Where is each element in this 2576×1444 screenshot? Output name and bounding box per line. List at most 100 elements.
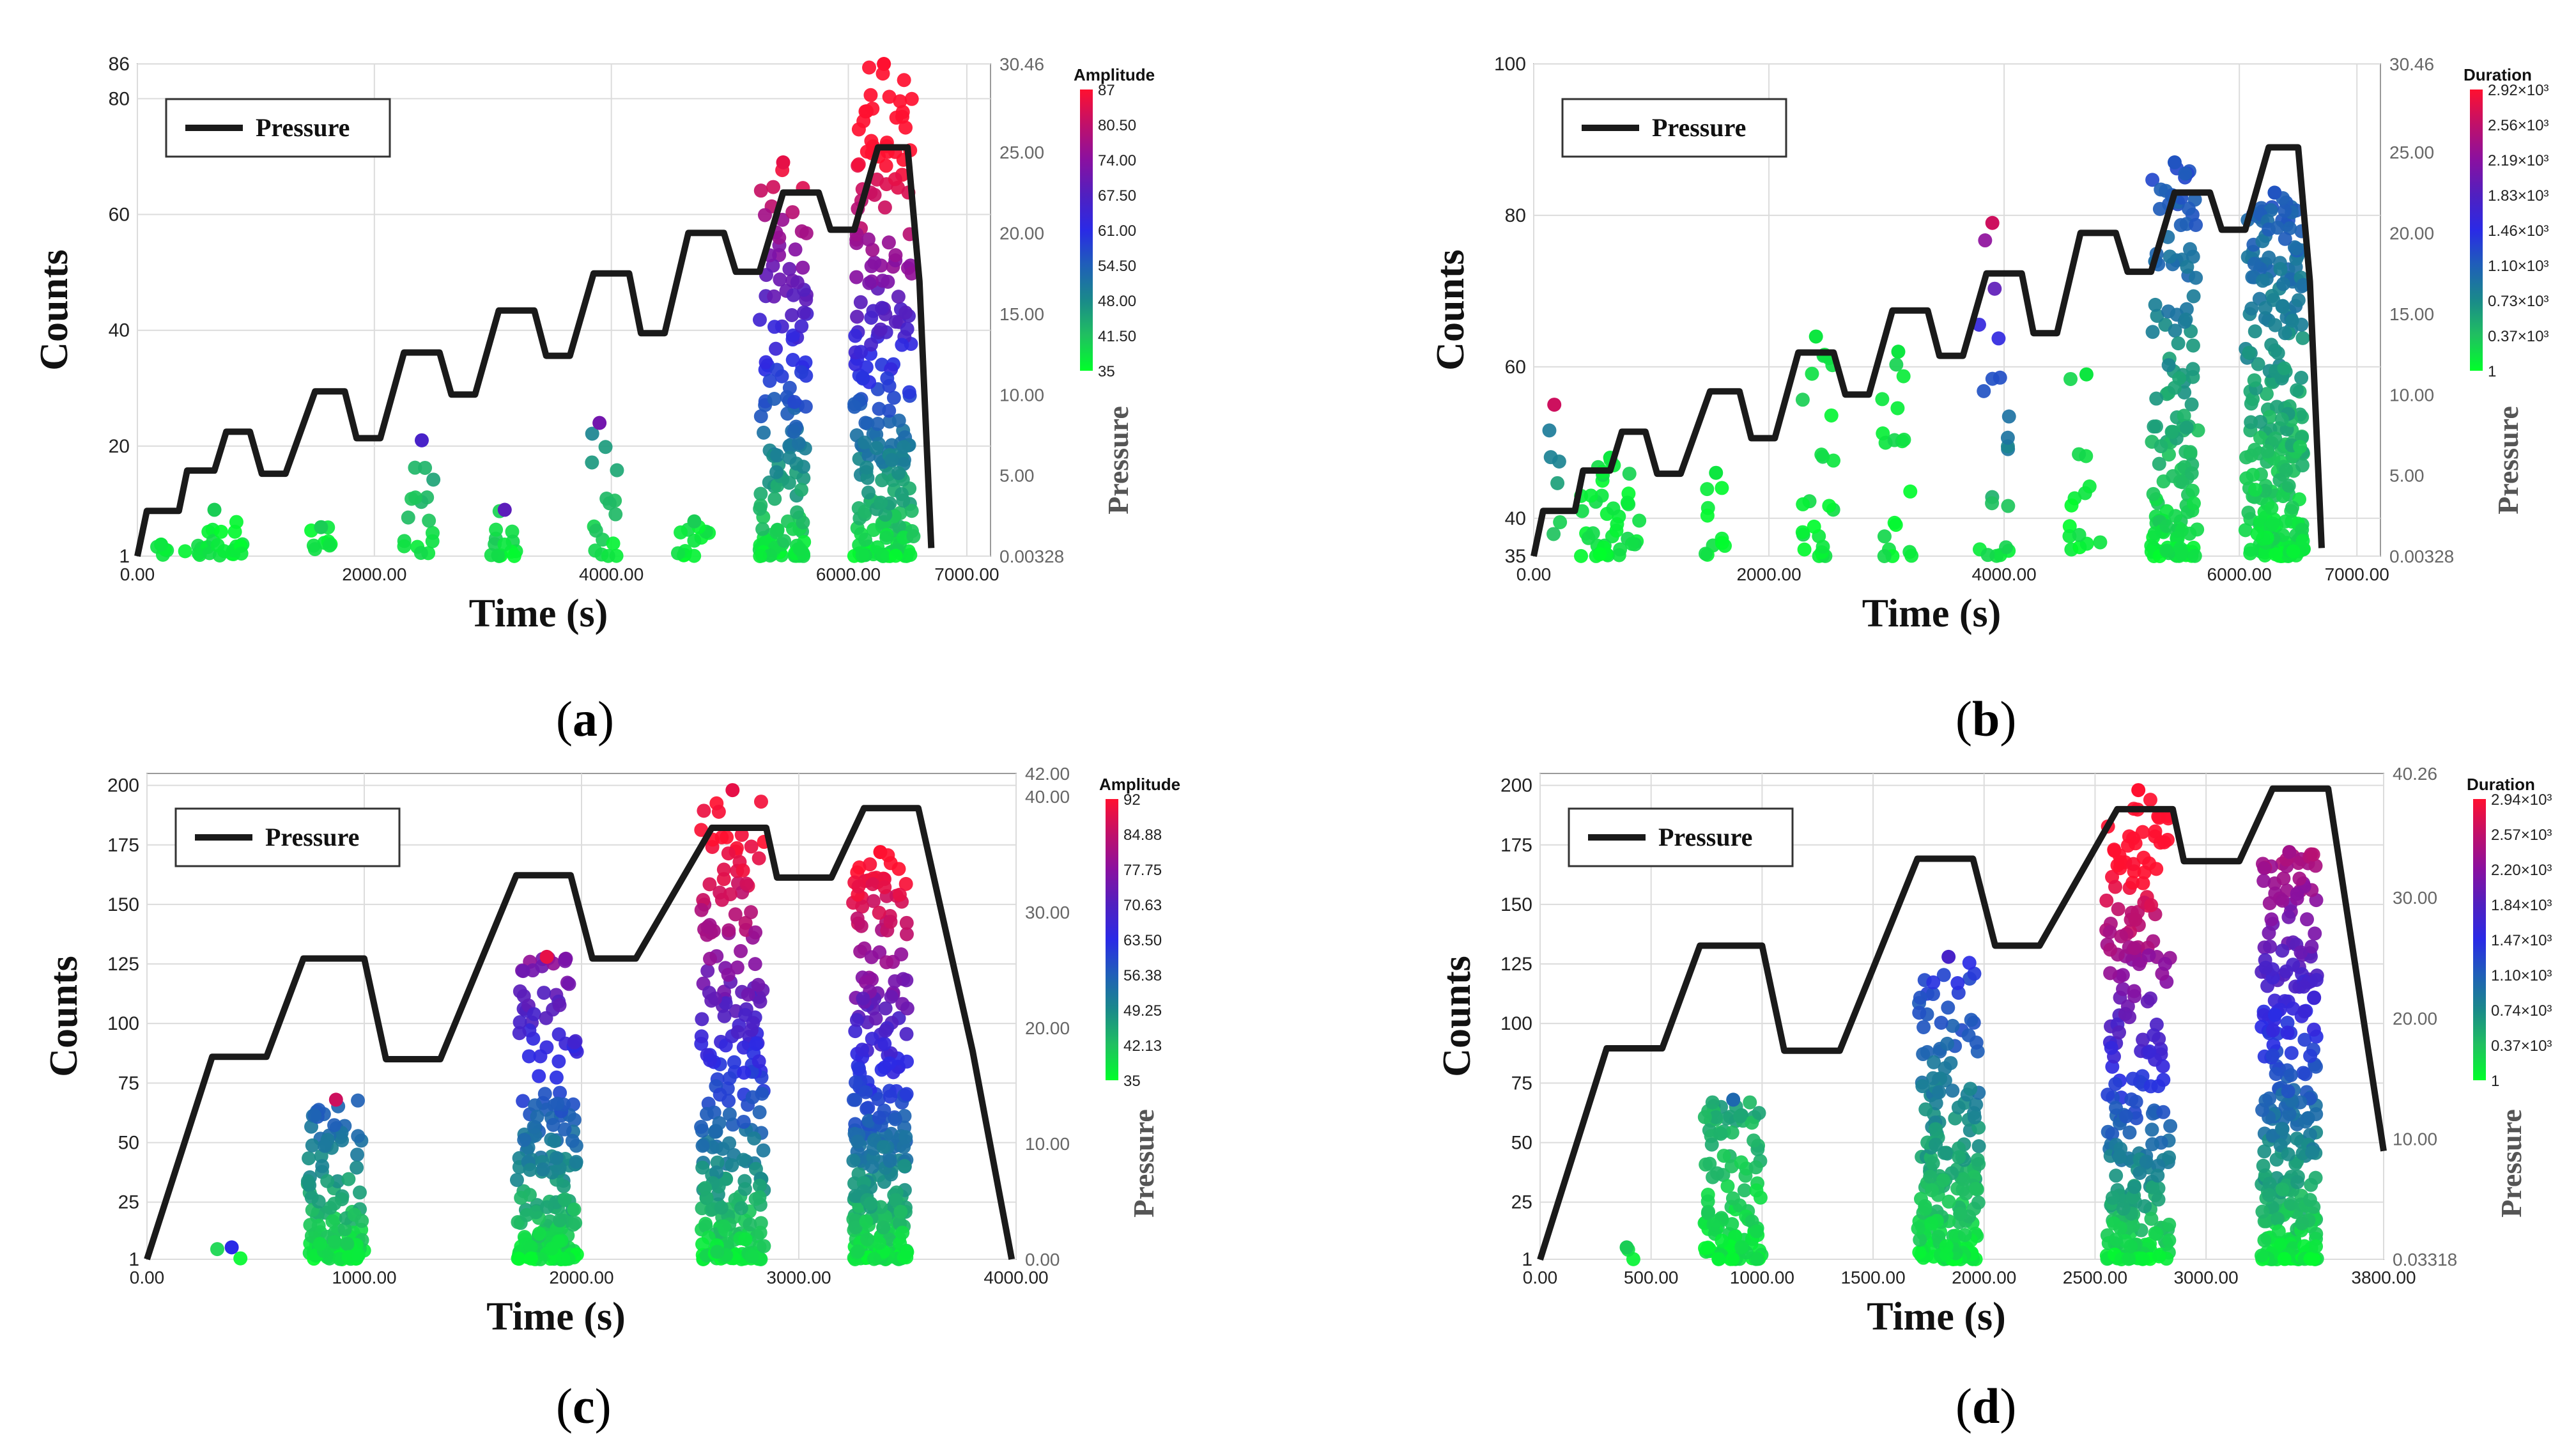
hit-point bbox=[1985, 496, 2000, 511]
hit-point bbox=[752, 313, 767, 327]
colorbar-tick-label: 0.73×10³ bbox=[2488, 293, 2549, 310]
hit-point bbox=[1913, 1192, 1928, 1206]
hit-point bbox=[2256, 1158, 2271, 1173]
y-axis-title: Counts bbox=[33, 249, 76, 371]
colorbar-tick-label: 2.56×10³ bbox=[2488, 117, 2549, 134]
hit-cluster bbox=[846, 844, 914, 1266]
hit-point bbox=[863, 1196, 878, 1211]
hit-point bbox=[2145, 1137, 2160, 1152]
hit-point bbox=[2136, 850, 2151, 865]
hit-point bbox=[730, 1025, 745, 1039]
hit-point bbox=[1593, 547, 1607, 562]
hit-point bbox=[2268, 431, 2283, 446]
y2-tick-label: 42.00 bbox=[1025, 764, 1070, 784]
hit-point bbox=[606, 536, 621, 551]
hit-point bbox=[2152, 456, 2166, 471]
hit-point bbox=[2161, 358, 2176, 373]
hit-point bbox=[753, 409, 768, 424]
hit-point bbox=[2179, 420, 2194, 435]
hit-point bbox=[1546, 527, 1561, 541]
hit-point bbox=[2262, 250, 2276, 265]
hit-point bbox=[2255, 1103, 2270, 1117]
hit-point bbox=[2250, 527, 2265, 541]
hit-point bbox=[2001, 409, 2016, 424]
hit-point bbox=[870, 417, 885, 431]
y2-tick-label: 5.00 bbox=[2389, 466, 2425, 486]
hit-point bbox=[897, 440, 911, 454]
hit-point bbox=[2152, 811, 2166, 825]
hit-point bbox=[904, 91, 919, 106]
hit-cluster bbox=[585, 415, 624, 563]
hit-point bbox=[891, 466, 906, 481]
hit-point bbox=[1968, 1181, 1983, 1196]
hit-point bbox=[2064, 498, 2079, 513]
hit-point bbox=[748, 925, 763, 940]
hit-point bbox=[882, 1056, 897, 1071]
hit-point bbox=[2274, 412, 2289, 427]
hit-point bbox=[767, 320, 782, 334]
hit-point bbox=[2136, 1032, 2150, 1047]
hit-point bbox=[1971, 1139, 1986, 1154]
hit-point bbox=[709, 1165, 724, 1180]
hit-point bbox=[491, 548, 505, 563]
hit-point bbox=[769, 341, 783, 356]
x-tick-label: 2000.00 bbox=[1736, 564, 1801, 584]
legend: Pressure bbox=[1561, 98, 1787, 158]
hit-point bbox=[847, 400, 862, 414]
colorbar-tick-label: 54.50 bbox=[1098, 258, 1136, 275]
hit-point bbox=[860, 460, 874, 475]
colorbar-title: Duration bbox=[2464, 65, 2532, 84]
hit-point bbox=[2147, 419, 2161, 434]
hit-point bbox=[551, 1054, 566, 1069]
hit-point bbox=[769, 362, 784, 377]
hit-point bbox=[2242, 345, 2256, 360]
hit-point bbox=[2275, 1182, 2290, 1197]
hit-point bbox=[2146, 1028, 2161, 1043]
hit-point bbox=[1701, 1194, 1715, 1209]
hit-point bbox=[863, 857, 877, 872]
hit-point bbox=[1928, 1122, 1943, 1137]
hit-point bbox=[748, 957, 762, 972]
colorbar-tick-label: 2.94×10³ bbox=[2491, 791, 2552, 809]
hit-point bbox=[426, 472, 441, 487]
hit-cluster bbox=[847, 57, 921, 563]
hit-point bbox=[864, 259, 879, 274]
hit-point bbox=[2308, 926, 2322, 941]
y-tick-label: 25 bbox=[118, 1192, 139, 1213]
hit-point bbox=[851, 879, 866, 894]
hit-point bbox=[694, 1119, 709, 1134]
hit-point bbox=[853, 944, 868, 959]
x-tick-label: 2000.00 bbox=[549, 1268, 613, 1287]
hit-point bbox=[2187, 548, 2202, 563]
hit-point bbox=[497, 502, 512, 517]
hit-point bbox=[2110, 858, 2125, 873]
hit-point bbox=[747, 1131, 762, 1145]
hit-point bbox=[2163, 1119, 2178, 1133]
colorbar-tick-label: 92 bbox=[1123, 791, 1141, 809]
hit-point bbox=[1610, 517, 1624, 532]
hit-point bbox=[883, 1089, 897, 1104]
hit-point bbox=[2179, 312, 2193, 327]
hit-point bbox=[850, 309, 865, 324]
hit-point bbox=[865, 1031, 879, 1046]
hit-point bbox=[2248, 324, 2262, 339]
hit-point bbox=[1948, 1111, 1963, 1126]
y2-axis-title: Pressure bbox=[1102, 406, 1134, 515]
x-axis-title: Time (s) bbox=[1867, 1295, 2006, 1339]
hit-point bbox=[714, 1200, 729, 1215]
hit-point bbox=[1816, 540, 1830, 554]
x-tick-label: 2500.00 bbox=[2063, 1268, 2127, 1287]
hit-point bbox=[882, 89, 897, 104]
hit-point bbox=[848, 1024, 863, 1039]
hit-point bbox=[1705, 1095, 1720, 1110]
hit-point bbox=[2281, 1084, 2295, 1099]
y2-tick-label: 20.00 bbox=[2393, 1009, 2437, 1029]
hit-point bbox=[505, 524, 520, 539]
hit-point bbox=[2246, 392, 2260, 407]
y-tick-label: 125 bbox=[107, 954, 139, 975]
hit-point bbox=[2285, 501, 2299, 515]
hit-cluster bbox=[1698, 465, 1732, 562]
hit-point bbox=[858, 504, 872, 519]
hit-point bbox=[753, 548, 767, 563]
hit-point bbox=[546, 1117, 560, 1132]
